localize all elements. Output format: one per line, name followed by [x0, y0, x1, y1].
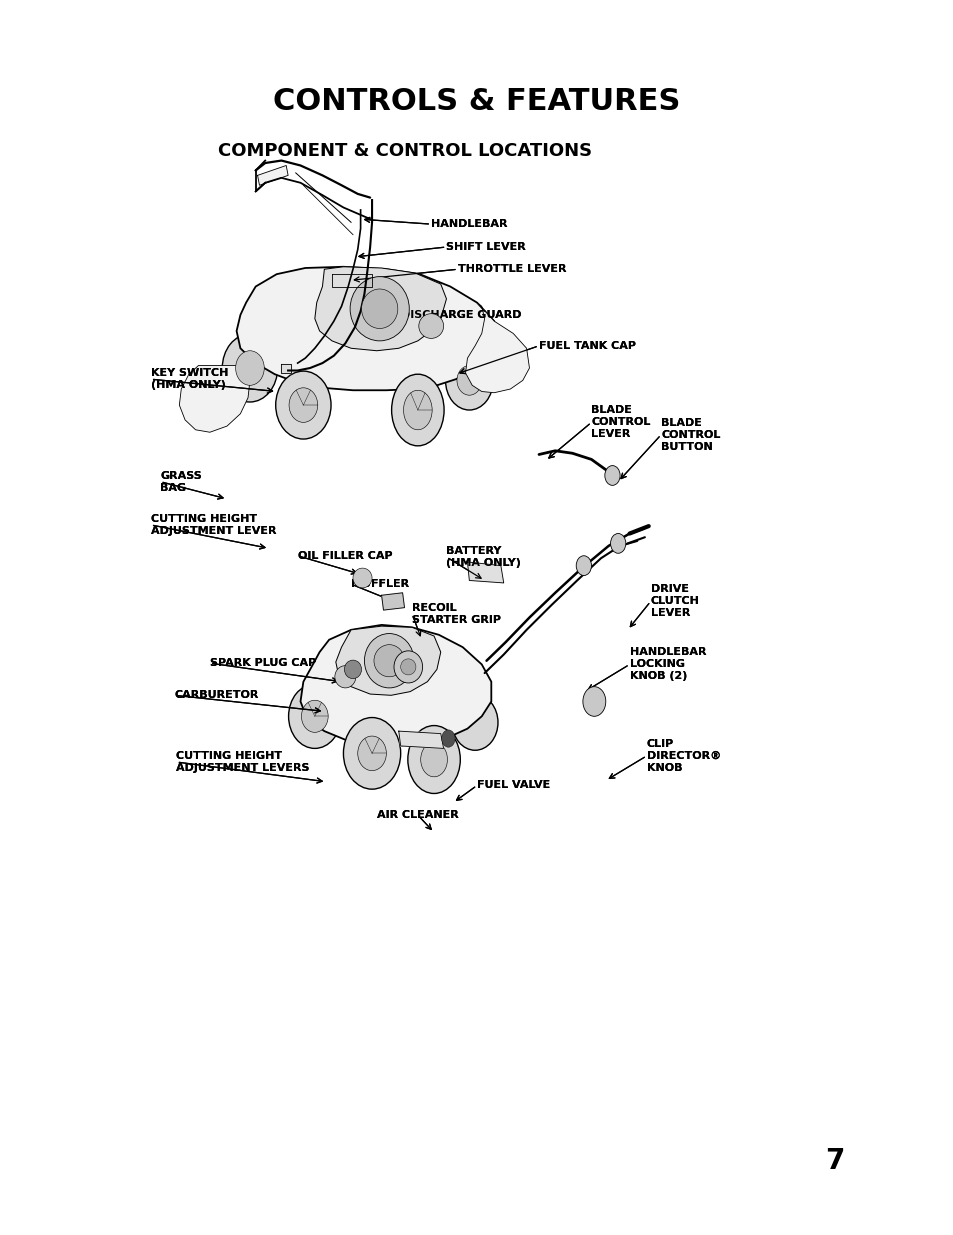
Text: DISCHARGE GUARD: DISCHARGE GUARD: [400, 310, 520, 320]
Ellipse shape: [288, 684, 341, 748]
Text: COMPONENT & CONTROL LOCATIONS: COMPONENT & CONTROL LOCATIONS: [217, 142, 591, 159]
Ellipse shape: [301, 700, 328, 732]
Text: CONTROLS & FEATURES: CONTROLS & FEATURES: [273, 86, 680, 116]
Text: FUEL VALVE: FUEL VALVE: [476, 781, 550, 790]
Ellipse shape: [420, 742, 447, 777]
Text: CARBURETOR: CARBURETOR: [174, 690, 258, 700]
Text: FUEL TANK CAP: FUEL TANK CAP: [538, 341, 636, 351]
Ellipse shape: [235, 351, 264, 385]
Ellipse shape: [400, 659, 416, 674]
Text: MUFFLER: MUFFLER: [351, 579, 409, 589]
Ellipse shape: [391, 374, 444, 446]
Ellipse shape: [445, 351, 493, 410]
Text: 7: 7: [824, 1147, 843, 1174]
Text: DRIVE
CLUTCH
LEVER: DRIVE CLUTCH LEVER: [650, 584, 699, 619]
Polygon shape: [381, 593, 404, 610]
Text: RECOIL
STARTER GRIP: RECOIL STARTER GRIP: [412, 603, 500, 625]
Text: SPARK PLUG CAP: SPARK PLUG CAP: [210, 658, 315, 668]
Ellipse shape: [343, 718, 400, 789]
Text: MUFFLER: MUFFLER: [351, 579, 409, 589]
Ellipse shape: [344, 659, 361, 679]
Text: CUTTING HEIGHT
ADJUSTMENT LEVERS: CUTTING HEIGHT ADJUSTMENT LEVERS: [176, 751, 310, 773]
Text: FUEL TANK CAP: FUEL TANK CAP: [538, 341, 636, 351]
Ellipse shape: [361, 289, 397, 329]
Text: SPARK PLUG CAP: SPARK PLUG CAP: [210, 658, 315, 668]
Text: FUEL VALVE: FUEL VALVE: [476, 781, 550, 790]
Polygon shape: [467, 562, 503, 583]
Text: CARBURETOR: CARBURETOR: [174, 690, 258, 700]
Polygon shape: [236, 267, 496, 390]
Polygon shape: [398, 731, 443, 748]
Text: GRASS
BAG: GRASS BAG: [160, 471, 202, 493]
Ellipse shape: [357, 736, 386, 771]
Ellipse shape: [275, 370, 331, 440]
Text: BLADE
CONTROL
LEVER: BLADE CONTROL LEVER: [591, 405, 650, 440]
Circle shape: [576, 556, 591, 576]
Ellipse shape: [394, 651, 422, 683]
Polygon shape: [300, 625, 491, 746]
Text: CLIP
DIRECTOR®
KNOB: CLIP DIRECTOR® KNOB: [646, 739, 720, 773]
Text: CUTTING HEIGHT
ADJUSTMENT LEVER: CUTTING HEIGHT ADJUSTMENT LEVER: [151, 514, 276, 536]
Circle shape: [441, 730, 455, 747]
Text: BATTERY
(HMA ONLY): BATTERY (HMA ONLY): [446, 546, 520, 568]
Polygon shape: [314, 267, 446, 351]
Text: HANDLEBAR
LOCKING
KNOB (2): HANDLEBAR LOCKING KNOB (2): [629, 647, 705, 682]
Text: AIR CLEANER: AIR CLEANER: [376, 810, 458, 820]
Text: OIL FILLER CAP: OIL FILLER CAP: [297, 551, 392, 561]
Text: CLIP
DIRECTOR®
KNOB: CLIP DIRECTOR® KNOB: [646, 739, 720, 773]
Ellipse shape: [418, 314, 443, 338]
Polygon shape: [257, 165, 288, 185]
Text: BLADE
CONTROL
BUTTON: BLADE CONTROL BUTTON: [660, 417, 720, 452]
Text: BLADE
CONTROL
LEVER: BLADE CONTROL LEVER: [591, 405, 650, 440]
Circle shape: [610, 534, 625, 553]
Text: HANDLEBAR
LOCKING
KNOB (2): HANDLEBAR LOCKING KNOB (2): [629, 647, 705, 682]
Ellipse shape: [335, 666, 355, 688]
Ellipse shape: [289, 388, 317, 422]
Text: BLADE
CONTROL
BUTTON: BLADE CONTROL BUTTON: [660, 417, 720, 452]
Text: THROTTLE LEVER: THROTTLE LEVER: [457, 264, 566, 274]
Ellipse shape: [407, 726, 459, 793]
Text: RECOIL
STARTER GRIP: RECOIL STARTER GRIP: [412, 603, 500, 625]
Text: GRASS
BAG: GRASS BAG: [160, 471, 202, 493]
Text: OIL FILLER CAP: OIL FILLER CAP: [297, 551, 392, 561]
Text: AIR CLEANER: AIR CLEANER: [376, 810, 458, 820]
Ellipse shape: [374, 645, 404, 677]
Text: CUTTING HEIGHT
ADJUSTMENT LEVERS: CUTTING HEIGHT ADJUSTMENT LEVERS: [176, 751, 310, 773]
Polygon shape: [465, 303, 529, 393]
Polygon shape: [281, 364, 291, 373]
Text: BATTERY
(HMA ONLY): BATTERY (HMA ONLY): [446, 546, 520, 568]
Text: SHIFT LEVER: SHIFT LEVER: [446, 242, 526, 252]
Text: KEY SWITCH
(HMA ONLY): KEY SWITCH (HMA ONLY): [151, 368, 228, 390]
Ellipse shape: [452, 694, 497, 751]
Polygon shape: [179, 366, 250, 432]
Text: HANDLEBAR: HANDLEBAR: [431, 219, 507, 230]
Text: THROTTLE LEVER: THROTTLE LEVER: [457, 264, 566, 274]
Ellipse shape: [364, 634, 414, 688]
Text: CUTTING HEIGHT
ADJUSTMENT LEVER: CUTTING HEIGHT ADJUSTMENT LEVER: [151, 514, 276, 536]
Circle shape: [582, 687, 605, 716]
Ellipse shape: [456, 366, 481, 395]
Ellipse shape: [350, 277, 409, 341]
Text: SHIFT LEVER: SHIFT LEVER: [446, 242, 526, 252]
Text: HANDLEBAR: HANDLEBAR: [431, 219, 507, 230]
Ellipse shape: [222, 335, 277, 403]
Ellipse shape: [353, 568, 372, 588]
Text: KEY SWITCH
(HMA ONLY): KEY SWITCH (HMA ONLY): [151, 368, 228, 390]
Text: DRIVE
CLUTCH
LEVER: DRIVE CLUTCH LEVER: [650, 584, 699, 619]
Text: DISCHARGE GUARD: DISCHARGE GUARD: [400, 310, 520, 320]
Polygon shape: [335, 626, 440, 695]
Ellipse shape: [403, 390, 432, 430]
Polygon shape: [332, 274, 372, 287]
Circle shape: [604, 466, 619, 485]
